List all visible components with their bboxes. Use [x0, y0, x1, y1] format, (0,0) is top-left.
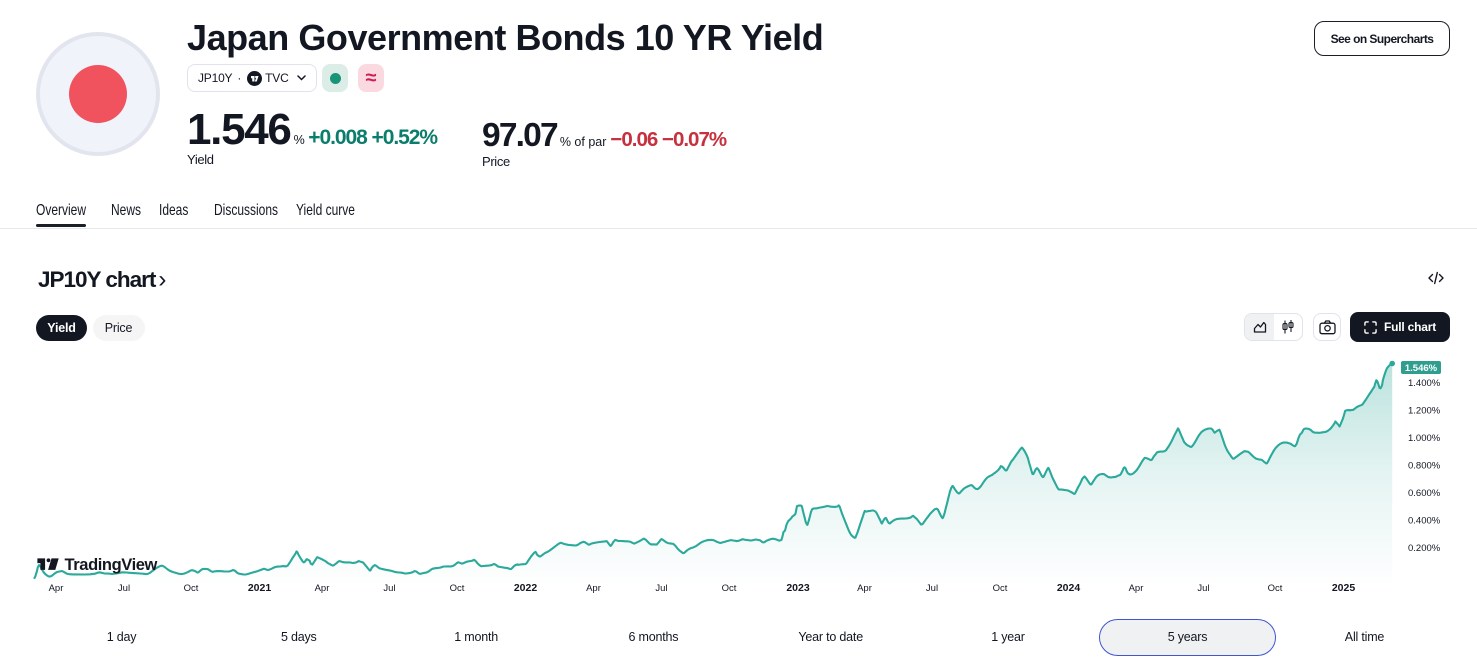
svg-text:0.200%: 0.200%: [1408, 543, 1441, 554]
svg-text:Apr: Apr: [49, 583, 64, 594]
svg-text:Jul: Jul: [655, 583, 667, 594]
svg-text:Oct: Oct: [450, 583, 465, 594]
svg-text:1.000%: 1.000%: [1408, 433, 1441, 444]
svg-text:1.200%: 1.200%: [1408, 406, 1441, 417]
svg-text:Jul: Jul: [1197, 583, 1209, 594]
svg-text:Oct: Oct: [722, 583, 737, 594]
svg-text:2024: 2024: [1057, 582, 1081, 594]
svg-text:Oct: Oct: [184, 583, 199, 594]
svg-text:Jul: Jul: [118, 583, 130, 594]
svg-text:Jul: Jul: [383, 583, 395, 594]
svg-text:1.546%: 1.546%: [1405, 363, 1438, 374]
svg-text:Apr: Apr: [586, 583, 601, 594]
svg-text:TradingView: TradingView: [65, 556, 158, 574]
svg-text:Jul: Jul: [926, 583, 938, 594]
svg-text:1.400%: 1.400%: [1408, 378, 1441, 389]
svg-text:2023: 2023: [786, 582, 810, 594]
svg-text:0.600%: 0.600%: [1408, 488, 1441, 499]
svg-text:Oct: Oct: [993, 583, 1008, 594]
svg-text:0.800%: 0.800%: [1408, 461, 1441, 472]
svg-text:Apr: Apr: [315, 583, 330, 594]
svg-text:Apr: Apr: [1129, 583, 1144, 594]
svg-text:Oct: Oct: [1268, 583, 1283, 594]
svg-text:2025: 2025: [1332, 582, 1356, 594]
svg-text:Apr: Apr: [857, 583, 872, 594]
svg-text:2022: 2022: [514, 582, 538, 594]
svg-text:2021: 2021: [248, 582, 272, 594]
svg-text:0.400%: 0.400%: [1408, 515, 1441, 526]
